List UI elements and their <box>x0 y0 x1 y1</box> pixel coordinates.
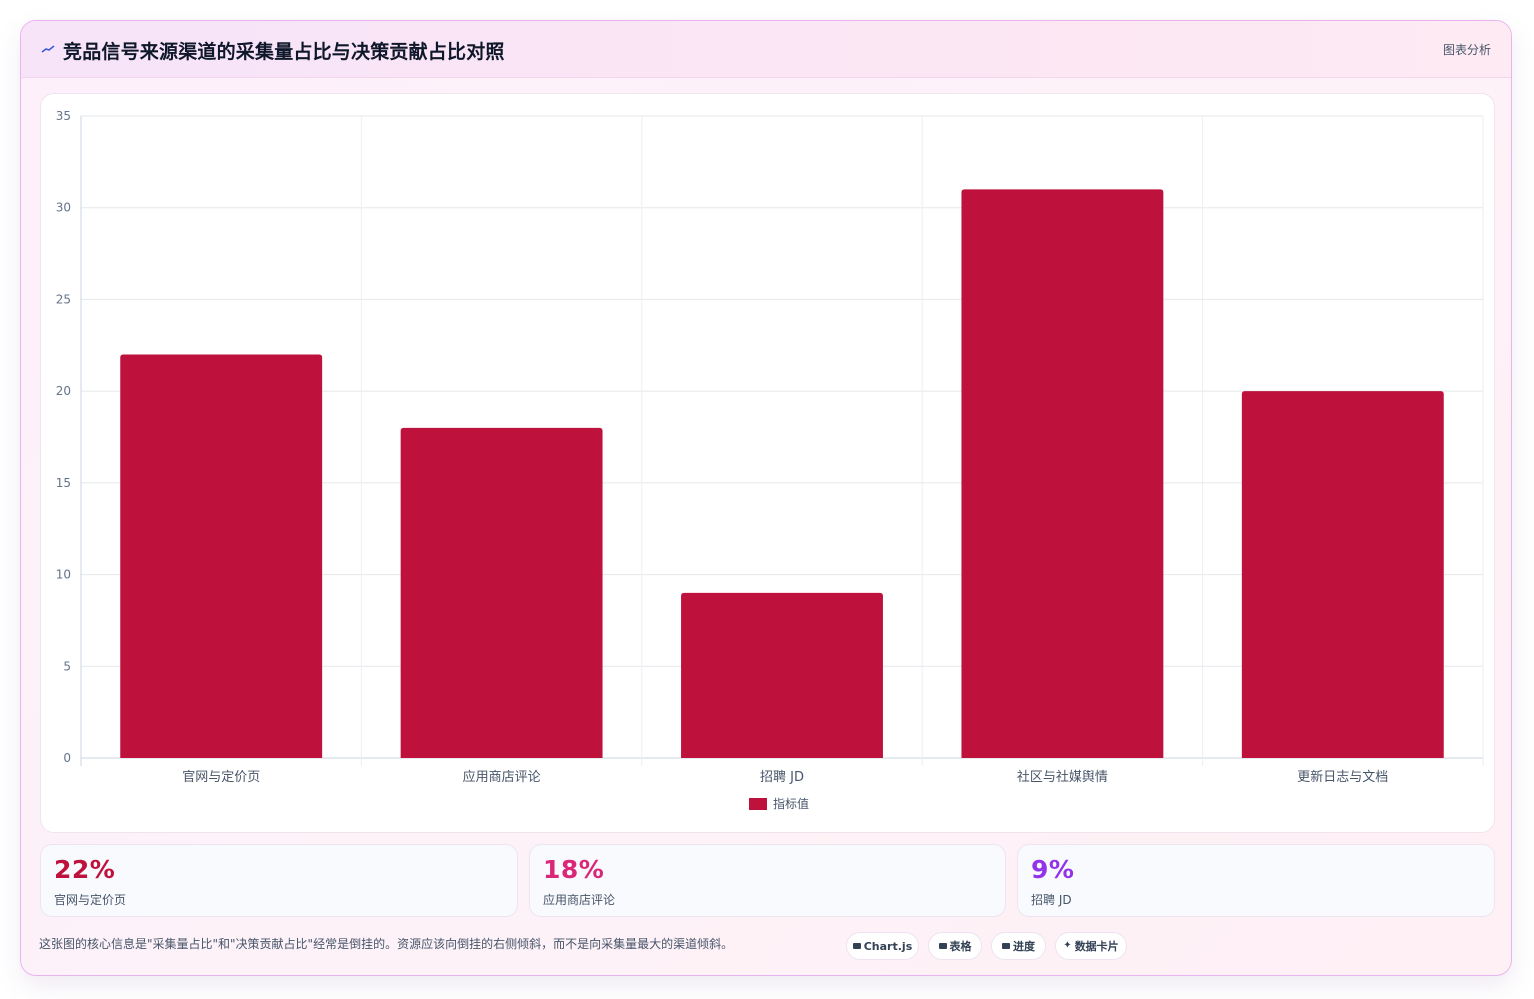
x-tick-label: 官网与定价页 <box>182 769 260 785</box>
chart-title: 竞品信号来源渠道的采集量占比与决策贡献占比对照 <box>63 41 505 63</box>
tag-label: 数据卡片 <box>1074 940 1119 953</box>
bar <box>400 427 603 758</box>
y-tick-label: 5 <box>63 659 71 673</box>
stat-card-3: 9% 招聘 JD <box>1017 844 1495 917</box>
stat-label: 官网与定价页 <box>54 893 127 907</box>
tag-label: Chart.js <box>863 940 913 953</box>
stat-value: 18% <box>543 855 605 884</box>
stat-label: 应用商店评论 <box>543 893 616 907</box>
chart-panel: 0 5 10 15 20 25 30 35 官网与定价页 应用商店评论 招聘 JD 社区与社媒舆情 更新… <box>40 93 1495 833</box>
progress-icon <box>1002 943 1010 949</box>
stat-card-1: 22% 官网与定价页 <box>40 844 518 917</box>
x-tick-label: 更新日志与文档 <box>1297 769 1388 785</box>
y-tick-label: 30 <box>56 201 71 215</box>
tag-label: 表格 <box>949 940 972 953</box>
bar <box>1241 391 1444 758</box>
chart-analysis-link[interactable]: 图表分析 <box>1442 43 1491 57</box>
stat-card-2: 18% 应用商店评论 <box>529 844 1006 917</box>
table-icon <box>938 943 947 949</box>
legend-label: 指标值 <box>773 796 809 811</box>
trend-line-icon <box>41 45 55 53</box>
bar <box>961 189 1164 758</box>
y-tick-label: 20 <box>56 384 71 398</box>
x-tick-label: 招聘 JD <box>760 770 804 785</box>
chart-icon <box>852 943 861 949</box>
insight-note: 这张图的核心信息是"采集量占比"和"决策贡献占比"经常是倒挂的。资源应该向倒挂的… <box>39 937 734 951</box>
bar <box>681 592 883 758</box>
legend-swatch <box>749 798 767 810</box>
tag-progress[interactable]: 进度 <box>991 932 1046 960</box>
y-tick-label: 10 <box>56 568 71 582</box>
card-header: 竞品信号来源渠道的采集量占比与决策贡献占比对照 图表分析 <box>21 21 1511 78</box>
bar-chart: 0 5 10 15 20 25 30 35 官网与定价页 应用商店评论 招聘 JD 社区与社媒舆情 更新… <box>56 109 1484 811</box>
sparkle-icon: ✦ <box>1063 940 1072 951</box>
tag-table[interactable]: 表格 <box>928 932 982 960</box>
tag-data-card[interactable]: ✦ 数据卡片 <box>1055 932 1127 960</box>
y-tick-label: 0 <box>63 751 71 765</box>
y-tick-label: 35 <box>56 109 71 123</box>
y-tick-label: 25 <box>56 292 71 306</box>
stat-value: 9% <box>1031 855 1075 884</box>
bar <box>120 354 323 758</box>
stat-label: 招聘 JD <box>1031 893 1072 907</box>
y-tick-label: 15 <box>56 476 71 490</box>
x-tick-label: 应用商店评论 <box>463 769 541 785</box>
chart-card: 竞品信号来源渠道的采集量占比与决策贡献占比对照 图表分析 0 5 10 15 20 25 3… <box>20 20 1512 976</box>
tag-chartjs[interactable]: Chart.js <box>846 932 919 960</box>
tag-label: 进度 <box>1013 940 1035 953</box>
stat-value: 22% <box>54 855 116 884</box>
x-tick-label: 社区与社媒舆情 <box>1017 769 1108 785</box>
